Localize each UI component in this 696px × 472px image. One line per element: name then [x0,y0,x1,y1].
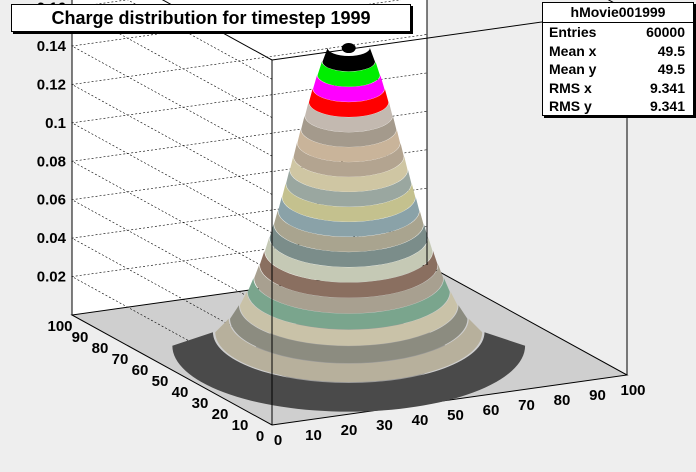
surface-band [230,305,468,364]
z-tick-label: 0.1 [45,115,66,132]
surface-band [264,237,433,283]
y-tick-label: 10 [232,417,249,434]
stats-row-mean-x: Mean x 49.5 [543,42,693,61]
y-tick-label: 20 [212,406,229,423]
y-tick-label: 60 [132,362,149,379]
z-tick-label: 0.04 [37,230,67,247]
frame-top [161,0,629,61]
stats-label: Entries [549,24,597,40]
surface-band [269,223,428,268]
surface-band [322,48,375,72]
surface-peak [341,43,356,54]
y-tick-label: 90 [72,329,89,346]
surface-band [282,183,416,222]
stats-value: 49.5 [657,42,685,59]
surface-band [301,115,397,148]
stats-row-entries: Entries 60000 [543,23,693,42]
x-tick-label: 0 [274,432,282,449]
stats-value: 60000 [646,24,685,40]
surface-band [274,210,424,252]
surface-band [305,102,393,133]
surface-band [278,196,420,237]
x-tick-label: 70 [518,397,535,414]
charge-surface [172,43,526,412]
y-tick-label: 80 [92,340,109,357]
stats-value: 9.341 [649,79,685,96]
surface-band [313,75,385,102]
stats-label: Mean x [549,42,597,59]
surface-band [317,61,380,87]
x-tick-label: 30 [376,417,393,434]
surface-band [293,142,404,177]
surface-band [308,88,389,118]
y-tick-label: 100 [47,318,72,335]
z-tick-label: 0.14 [37,38,67,55]
y-tick-label: 70 [112,351,129,368]
stats-label: Mean y [549,61,597,77]
surface-band [297,129,401,162]
z-tick-label: 0.12 [37,76,66,93]
x-tick-label: 100 [620,382,645,399]
x-tick-label: 50 [447,407,464,424]
surface-band [247,278,450,330]
z-gridline [127,0,273,80]
stats-value: 9.341 [649,98,685,114]
stats-label: RMS y [549,98,592,114]
stats-histogram-name: hMovie001999 [543,3,693,23]
axis-tick-labels: 0 10 20 30 40 50 60 70 80 90 100010203040506070809… [37,0,646,449]
y-tick-label: 30 [192,395,209,412]
surface-band [286,169,412,207]
stats-label: RMS x [549,79,592,96]
x-tick-label: 10 [305,427,322,444]
x-tick-label: 40 [412,412,429,429]
x-tick-label: 80 [554,392,571,409]
plot-title: Charge distribution for timestep 1999 [11,4,411,32]
surface-band [239,291,458,346]
surface-band [259,251,438,298]
x-tick-label: 90 [589,387,606,404]
y-tick-label: 50 [152,373,169,390]
stats-row-rms-y: RMS y 9.341 [543,97,693,116]
stats-box: hMovie001999 Entries 60000 Mean x 49.5 M… [542,2,694,116]
surface-band [289,156,408,192]
stats-row-rms-x: RMS x 9.341 [543,79,693,98]
x-tick-label: 20 [341,422,358,439]
surface-band [172,332,526,412]
y-tick-label: 0 [256,428,264,445]
z-tick-label: 0.02 [37,269,66,286]
z-tick-label: 0.06 [37,192,66,209]
z-tick-label: 0.08 [37,153,66,170]
stats-value: 49.5 [657,61,685,77]
x-tick-label: 60 [483,402,500,419]
surface-band [215,318,483,383]
surface-band [254,264,444,314]
y-tick-label: 40 [172,384,189,401]
stats-row-mean-y: Mean y 49.5 [543,60,693,79]
